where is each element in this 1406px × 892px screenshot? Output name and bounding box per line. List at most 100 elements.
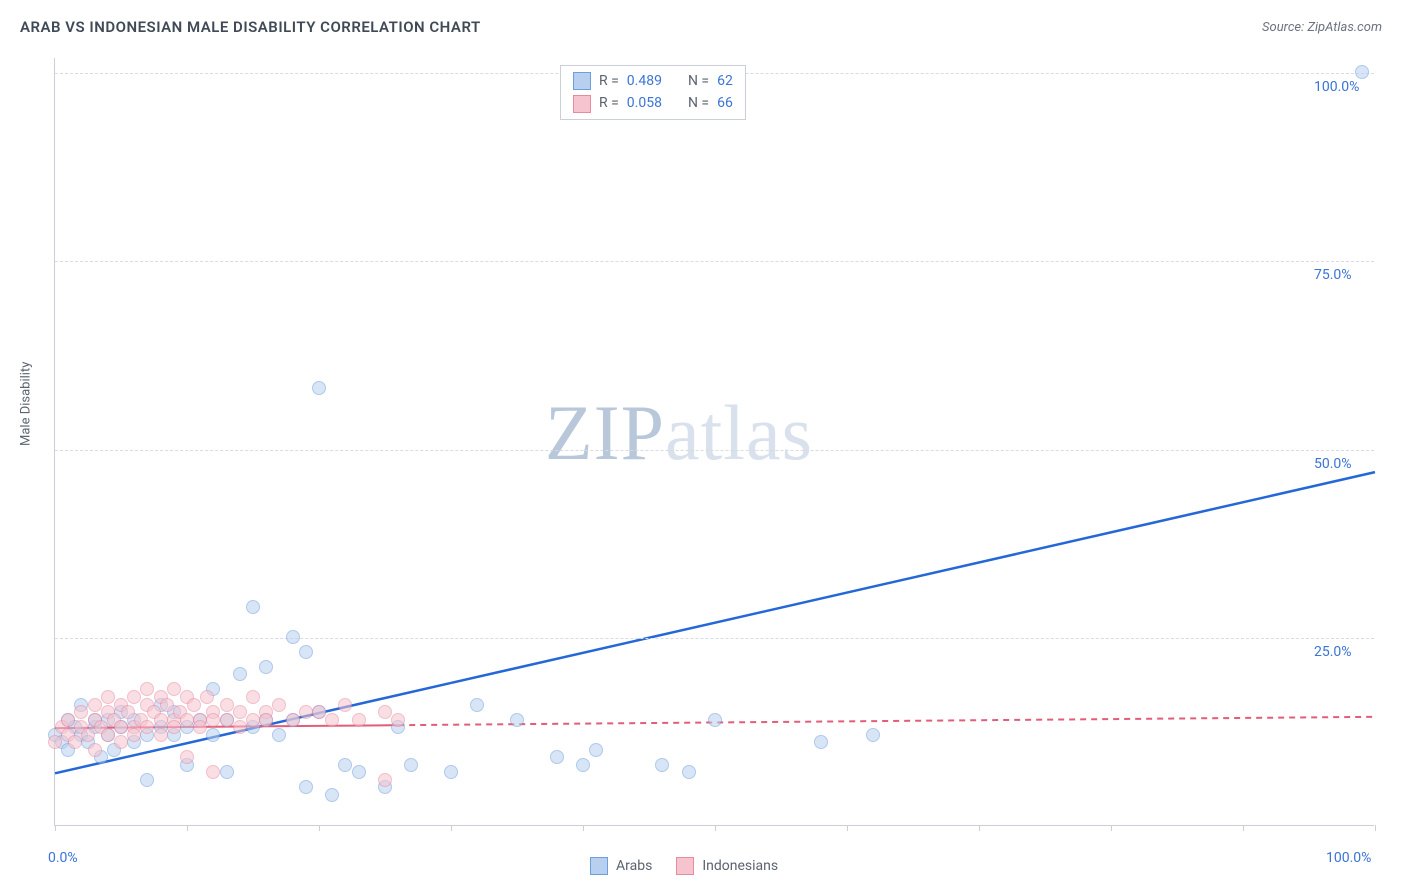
- data-point: [299, 780, 313, 794]
- data-point: [160, 698, 174, 712]
- data-point: [220, 765, 234, 779]
- data-point: [470, 698, 484, 712]
- data-point: [81, 728, 95, 742]
- x-tick: [187, 825, 188, 831]
- data-point: [325, 713, 339, 727]
- source-attribution: Source: ZipAtlas.com: [1262, 20, 1382, 35]
- legend-r-label: R =: [599, 70, 619, 92]
- data-point: [140, 682, 154, 696]
- y-tick-label: 25.0%: [1314, 644, 1352, 660]
- data-point: [312, 381, 326, 395]
- data-point: [140, 773, 154, 787]
- legend-n-value: 66: [717, 92, 733, 114]
- data-point: [352, 713, 366, 727]
- data-point: [233, 705, 247, 719]
- data-point: [180, 750, 194, 764]
- data-point: [114, 720, 128, 734]
- data-point: [272, 698, 286, 712]
- data-point: [682, 765, 696, 779]
- data-point: [708, 713, 722, 727]
- x-tick: [1111, 825, 1112, 831]
- data-point: [814, 735, 828, 749]
- data-point: [180, 713, 194, 727]
- data-point: [154, 713, 168, 727]
- source-name: ZipAtlas.com: [1307, 20, 1382, 35]
- data-point: [88, 743, 102, 757]
- x-tick: [1375, 825, 1376, 831]
- data-point: [1355, 65, 1369, 79]
- source-prefix: Source:: [1262, 20, 1307, 35]
- x-axis-max-label: 100.0%: [1326, 850, 1371, 866]
- data-point: [88, 698, 102, 712]
- chart-title: ARAB VS INDONESIAN MALE DISABILITY CORRE…: [20, 18, 481, 36]
- data-point: [550, 750, 564, 764]
- data-point: [206, 765, 220, 779]
- data-point: [259, 713, 273, 727]
- data-point: [187, 698, 201, 712]
- data-point: [200, 690, 214, 704]
- data-point: [338, 758, 352, 772]
- data-point: [272, 728, 286, 742]
- x-axis-min-label: 0.0%: [48, 850, 78, 866]
- data-point: [68, 735, 82, 749]
- data-point: [127, 690, 141, 704]
- legend-series-name: Indonesians: [702, 858, 778, 874]
- legend-bottom: Arabs Indonesians: [590, 857, 778, 875]
- data-point: [233, 667, 247, 681]
- data-point: [866, 728, 880, 742]
- y-axis-title: Male Disability: [19, 362, 34, 446]
- data-point: [286, 713, 300, 727]
- data-point: [121, 705, 135, 719]
- plot-area: ZIPatlas: [54, 58, 1374, 826]
- data-point: [338, 698, 352, 712]
- legend-r-value: 0.058: [627, 92, 662, 114]
- y-tick-label: 100.0%: [1314, 79, 1359, 95]
- data-point: [206, 713, 220, 727]
- x-tick: [583, 825, 584, 831]
- x-tick: [55, 825, 56, 831]
- data-point: [312, 705, 326, 719]
- legend-n-value: 62: [717, 70, 733, 92]
- data-point: [246, 600, 260, 614]
- data-point: [220, 713, 234, 727]
- data-point: [206, 728, 220, 742]
- data-point: [325, 788, 339, 802]
- trend-lines-svg: [55, 58, 1375, 826]
- legend-series-name: Arabs: [616, 858, 652, 874]
- legend-stat-row: R =0.489N =62: [573, 70, 733, 92]
- legend-n-label: N =: [688, 70, 709, 92]
- x-tick: [451, 825, 452, 831]
- data-point: [352, 765, 366, 779]
- data-point: [114, 735, 128, 749]
- data-point: [127, 728, 141, 742]
- trend-line-extended: [398, 717, 1375, 725]
- data-point: [286, 630, 300, 644]
- data-point: [259, 660, 273, 674]
- legend-swatch: [573, 72, 591, 90]
- legend-series-item: Indonesians: [676, 857, 778, 875]
- data-point: [246, 713, 260, 727]
- legend-stats-box: R =0.489N =62R =0.058N =66: [560, 65, 746, 120]
- data-point: [154, 728, 168, 742]
- data-point: [246, 690, 260, 704]
- data-point: [378, 773, 392, 787]
- data-point: [444, 765, 458, 779]
- chart-container: ARAB VS INDONESIAN MALE DISABILITY CORRE…: [0, 0, 1406, 892]
- y-tick-label: 75.0%: [1314, 267, 1352, 283]
- y-tick-label: 50.0%: [1314, 456, 1352, 472]
- data-point: [233, 720, 247, 734]
- legend-swatch: [590, 857, 608, 875]
- data-point: [140, 720, 154, 734]
- data-point: [220, 698, 234, 712]
- legend-stat-row: R =0.058N =66: [573, 92, 733, 114]
- trend-line-extended: [451, 472, 1375, 683]
- data-point: [101, 690, 115, 704]
- data-point: [510, 713, 524, 727]
- data-point: [299, 705, 313, 719]
- x-tick: [847, 825, 848, 831]
- legend-n-label: N =: [688, 92, 709, 114]
- data-point: [48, 735, 62, 749]
- data-point: [404, 758, 418, 772]
- data-point: [655, 758, 669, 772]
- legend-swatch: [676, 857, 694, 875]
